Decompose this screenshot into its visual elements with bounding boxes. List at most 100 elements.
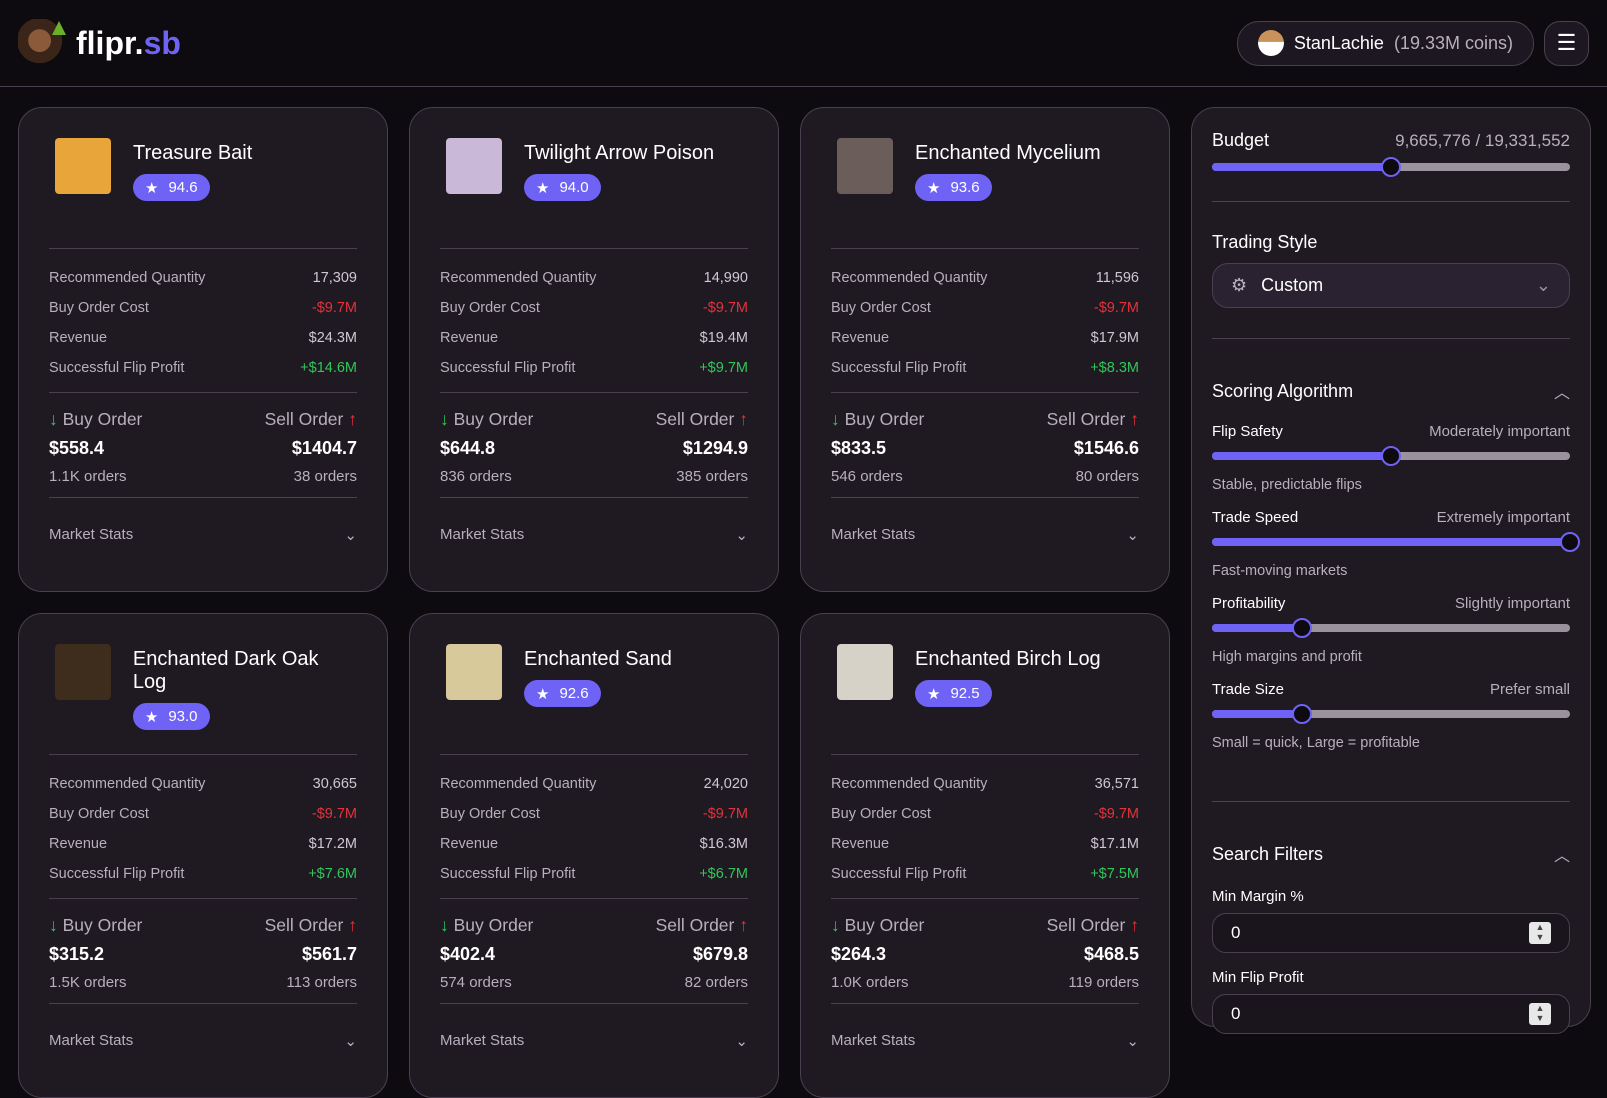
flip-profit: +$7.6M	[308, 866, 357, 882]
stat-label: Revenue	[831, 330, 890, 346]
user-account-button[interactable]: StanLachie (19.33M coins)	[1236, 20, 1534, 66]
min-flip-profit-input[interactable]: 0 ▲ ▼	[1212, 994, 1570, 1034]
item-card[interactable]: Enchanted Mycelium ★ 93.6 Recommended Qua…	[800, 107, 1170, 592]
slider-handle[interactable]	[1291, 704, 1312, 724]
stat-label: Buy Order Cost	[440, 300, 540, 316]
slider-handle[interactable]	[1381, 157, 1401, 177]
stat-label: Successful Flip Profit	[440, 360, 576, 376]
scoring-slider[interactable]	[1212, 446, 1570, 466]
item-card[interactable]: Treasure Bait ★ 94.6 Recommended Quantity…	[18, 107, 388, 592]
logo-mascot-icon	[18, 19, 66, 67]
avatar	[1257, 30, 1284, 56]
arrow-down-icon: ↓	[49, 409, 58, 429]
flip-profit: +$7.5M	[1090, 866, 1139, 882]
slider-description: Stable, predictable flips	[1212, 477, 1362, 493]
item-card[interactable]: Enchanted Dark Oak Log ★ 93.0 Recommended…	[18, 613, 388, 1098]
buy-price: $402.4	[440, 944, 496, 964]
star-icon: ★	[144, 708, 159, 726]
sell-order-count: 82 orders	[684, 974, 748, 991]
sell-order-label: Sell Order	[264, 915, 344, 935]
item-card[interactable]: Enchanted Birch Log ★ 92.5 Recommended Qu…	[800, 613, 1170, 1098]
recommended-quantity: 30,665	[312, 776, 357, 792]
buy-order-label: Buy Order	[844, 915, 925, 935]
chevron-down-icon: ⌄	[735, 527, 748, 544]
star-icon: ★	[145, 179, 159, 197]
birch-log-icon	[837, 644, 893, 700]
buy-order-label: Buy Order	[844, 409, 925, 429]
stat-label: Buy Order Cost	[49, 300, 149, 316]
chevron-up-icon: ︿	[1553, 385, 1570, 402]
sell-order-count: 119 orders	[1068, 974, 1139, 991]
coin-balance: (19.33M coins)	[1393, 32, 1513, 53]
budget-value: 9,665,776 / 19,331,552	[1395, 130, 1570, 150]
buy-order-count: 1.1K orders	[49, 468, 127, 485]
logo[interactable]: flipr.sb	[18, 19, 181, 67]
selected-value: Custom	[1261, 275, 1324, 295]
buy-order-count: 1.0K orders	[831, 974, 909, 991]
stat-label: Successful Flip Profit	[49, 866, 185, 882]
sand-block-icon	[446, 644, 502, 700]
buy-price: $833.5	[831, 438, 887, 458]
item-card[interactable]: Twilight Arrow Poison ★ 94.0 Recommended …	[409, 107, 779, 592]
slider-description: High margins and profit	[1212, 649, 1362, 665]
item-name: Twilight Arrow Poison	[524, 142, 715, 164]
market-stats-toggle[interactable]: Market Stats ⌄	[49, 1032, 357, 1050]
revenue: $17.1M	[1090, 836, 1139, 852]
item-name: Enchanted Mycelium	[915, 142, 1101, 164]
username: StanLachie	[1293, 32, 1384, 53]
sell-order-count: 113 orders	[286, 974, 357, 991]
menu-button[interactable]: ☰	[1544, 20, 1589, 66]
filters-section-toggle[interactable]: Search Filters ︿	[1212, 842, 1570, 866]
star-icon: ★	[536, 685, 550, 703]
spinner-icon[interactable]: ▲ ▼	[1529, 922, 1551, 944]
market-stats-toggle[interactable]: Market Stats ⌄	[831, 1032, 1139, 1050]
hamburger-icon: ☰	[1556, 30, 1577, 55]
buy-order-cost: -$9.7M	[1093, 300, 1139, 316]
slider-label: Trade Speed	[1212, 509, 1299, 526]
slider-handle[interactable]	[1560, 532, 1580, 552]
revenue: $19.4M	[699, 330, 748, 346]
recommended-quantity: 36,571	[1094, 776, 1139, 792]
market-stats-toggle[interactable]: Market Stats ⌄	[49, 526, 357, 544]
chevron-down-icon: ⌄	[344, 1033, 357, 1050]
star-icon: ★	[536, 179, 550, 197]
score-badge: ★ 92.6	[524, 680, 601, 707]
sell-order-label: Sell Order	[264, 409, 344, 429]
market-stats-toggle[interactable]: Market Stats ⌄	[831, 526, 1139, 544]
scoring-section-toggle[interactable]: Scoring Algorithm ︿	[1212, 379, 1570, 403]
sell-order-label: Sell Order	[655, 409, 735, 429]
slider-label: Profitability	[1212, 595, 1286, 612]
score-badge: ★ 94.6	[133, 174, 210, 201]
buy-order-cost: -$9.7M	[311, 806, 357, 822]
buy-order-label: Buy Order	[453, 915, 534, 935]
sell-price: $561.7	[301, 944, 357, 964]
buy-price: $644.8	[440, 438, 496, 458]
scoring-slider[interactable]	[1212, 704, 1570, 724]
arrow-down-icon: ↓	[831, 915, 840, 935]
settings-sidebar: Budget 9,665,776 / 19,331,552 Trading Sty…	[1191, 107, 1591, 1034]
scoring-slider[interactable]	[1212, 532, 1580, 552]
market-stats-toggle[interactable]: Market Stats ⌄	[440, 1032, 748, 1050]
sell-order-label: Sell Order	[655, 915, 735, 935]
budget-slider[interactable]	[1212, 157, 1570, 177]
trading-style-select[interactable]: ⚙ Custom ⌄	[1212, 263, 1570, 308]
score-badge: ★ 94.0	[524, 174, 601, 201]
buy-order-cost: -$9.7M	[702, 806, 748, 822]
scoring-slider[interactable]	[1212, 618, 1570, 638]
gear-icon: ⚙	[1231, 275, 1248, 295]
slider-handle[interactable]	[1291, 618, 1312, 638]
flip-profit: +$9.7M	[699, 360, 748, 376]
min-margin-input[interactable]: 0 ▲ ▼	[1212, 913, 1570, 953]
recommended-quantity: 11,596	[1095, 270, 1139, 286]
buy-price: $264.3	[831, 944, 887, 964]
importance-level: Prefer small	[1489, 681, 1570, 698]
buy-price: $558.4	[49, 438, 105, 458]
item-card[interactable]: Enchanted Sand ★ 92.6 Recommended Quantit…	[409, 613, 779, 1098]
sell-price: $468.5	[1083, 944, 1139, 964]
spinner-icon[interactable]: ▲ ▼	[1529, 1003, 1551, 1025]
slider-handle[interactable]	[1381, 446, 1401, 466]
scoring-slider-group: Trade Speed Extremely important Fast-movi…	[1212, 509, 1580, 579]
item-grid: Treasure Bait ★ 94.6 Recommended Quantity…	[18, 107, 1170, 1098]
market-stats-toggle[interactable]: Market Stats ⌄	[440, 526, 748, 544]
score-badge: ★ 93.6	[915, 174, 992, 201]
